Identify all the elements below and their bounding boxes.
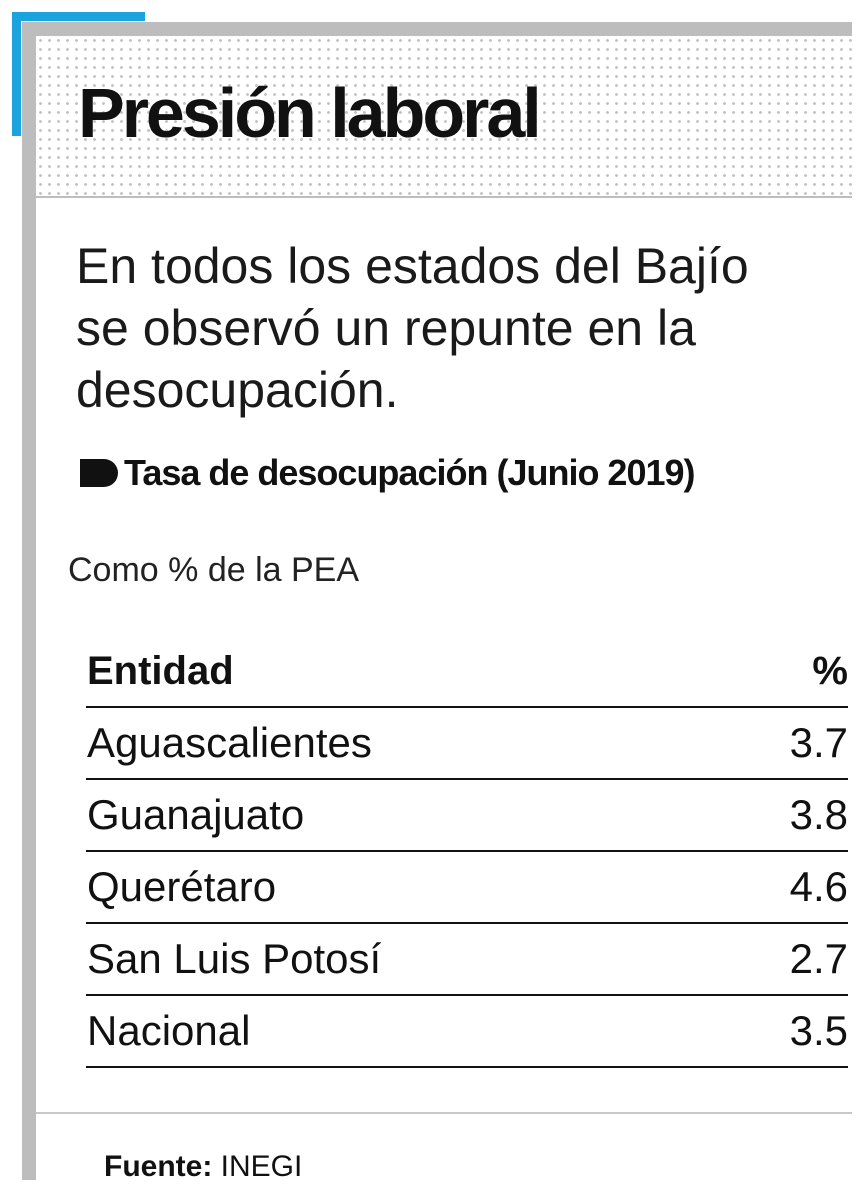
bullet	[80, 459, 118, 487]
row-rule	[86, 1066, 848, 1068]
row-label: Guanajuato	[87, 791, 305, 838]
title: Presión laboral	[78, 74, 542, 152]
row-rule	[86, 850, 848, 852]
subtitle-line: En todos los estados del Bajío	[76, 238, 749, 294]
frame-bar	[22, 22, 852, 36]
subtitle-line: se observó un repunte en la	[76, 300, 696, 356]
row-value: 3.7	[789, 719, 848, 766]
source-value: INEGI	[220, 1150, 303, 1183]
column-header: %	[812, 649, 848, 693]
source-label: Fuente:	[104, 1150, 213, 1183]
unit-note: Como % de la PEA	[68, 551, 360, 589]
source: Fuente: INEGI	[104, 1148, 302, 1186]
row-rule	[86, 922, 848, 924]
row-rule	[86, 778, 848, 780]
divider	[36, 1112, 852, 1114]
row-value: 3.8	[789, 791, 848, 838]
table-title: Tasa de desocupación (Junio 2019)	[124, 452, 696, 493]
row-label: Nacional	[87, 1007, 251, 1054]
accent-bar	[12, 12, 21, 136]
row-label: Aguascalientes	[87, 719, 372, 766]
row-label: Querétaro	[87, 863, 277, 910]
row-rule	[86, 994, 848, 996]
row-value: 4.6	[789, 863, 848, 910]
accent-bar	[12, 12, 145, 21]
header-background	[36, 36, 852, 198]
row-value: 3.5	[789, 1007, 848, 1054]
subtitle-line: desocupación.	[76, 362, 399, 418]
row-label: San Luis Potosí	[87, 935, 382, 982]
column-header: Entidad	[87, 649, 234, 693]
row-value: 2.7	[789, 935, 848, 982]
row-rule	[86, 706, 848, 708]
frame-bar	[22, 22, 36, 1180]
